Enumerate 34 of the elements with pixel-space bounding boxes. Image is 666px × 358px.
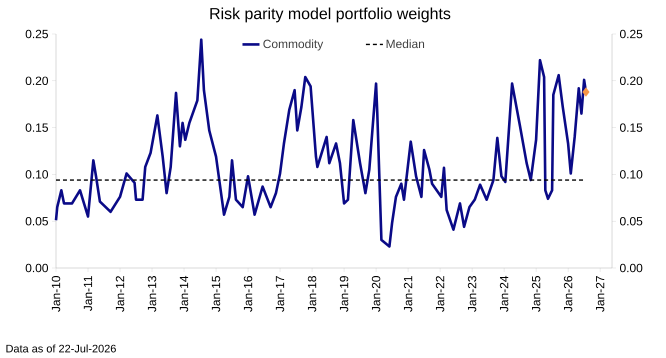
x-tick-label: Jan-19 — [340, 276, 348, 312]
x-tick-label: Jan-20 — [372, 276, 380, 312]
x-tick-label: Jan-13 — [148, 276, 156, 312]
y2-tick-label: 0.20 — [26, 76, 48, 86]
y2-tick-label: 0.15 — [26, 123, 48, 132]
x-tick-label: Jan-26 — [564, 276, 572, 312]
y2-tick-label: 0.00 — [26, 264, 48, 272]
x-tick-label: Jan-16 — [244, 276, 252, 312]
y2-tick-label: 0.25 — [26, 30, 48, 38]
x-tick-label: Jan-21 — [404, 276, 412, 312]
x-tick-label: Jan-11 — [84, 276, 92, 311]
y-tick-label: 0.20 — [620, 76, 642, 86]
x-tick-label: Jan-15 — [212, 276, 220, 312]
legend-label: Median — [386, 39, 424, 48]
legend-label: Commodity — [263, 39, 324, 50]
x-tick-label: Jan-17 — [276, 276, 284, 312]
x-tick-label: Jan-25 — [532, 276, 540, 312]
x-tick-label: Jan-24 — [500, 276, 508, 312]
y2-tick-label: 0.10 — [26, 170, 48, 179]
x-tick-label: Jan-27 — [596, 276, 604, 312]
chart-title: Risk parity model portfolio weights — [210, 8, 450, 22]
x-tick-label: Jan-22 — [436, 276, 444, 312]
y-tick-label: 0.00 — [620, 264, 642, 272]
text: Data as of 22-Jul-2026 — [6, 344, 116, 352]
y-tick-label: 0.10 — [620, 170, 642, 179]
y-tick-label: 0.25 — [620, 30, 642, 38]
y-tick-label: 0.05 — [620, 216, 642, 226]
y-tick-label: 0.15 — [620, 123, 642, 132]
x-tick-label: Jan-12 — [116, 276, 124, 312]
x-tick-label: Jan-23 — [468, 276, 476, 312]
x-tick-label: Jan-14 — [180, 276, 188, 312]
x-tick-label: Jan-10 — [52, 276, 60, 312]
y2-tick-label: 0.05 — [26, 216, 48, 226]
x-tick-label: Jan-18 — [308, 276, 316, 312]
